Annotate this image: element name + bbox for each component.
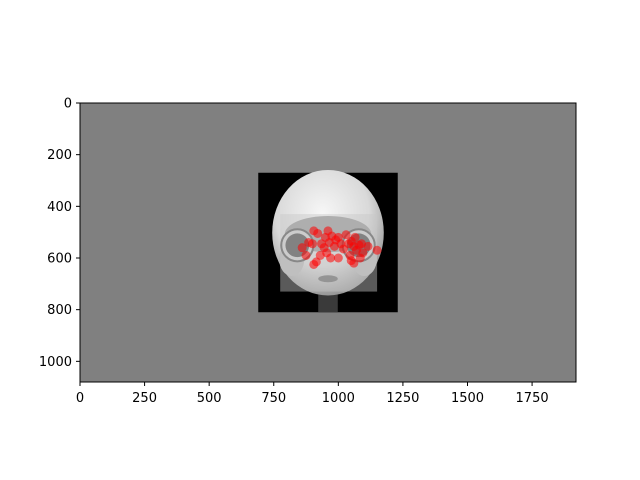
- data-point: [308, 239, 317, 249]
- data-point: [346, 256, 356, 266]
- data-point: [358, 248, 368, 258]
- y-tick-label: 0: [64, 97, 72, 112]
- data-point: [363, 241, 373, 251]
- data-point: [341, 230, 351, 240]
- data-point: [311, 257, 321, 267]
- x-tick-label: 250: [132, 391, 157, 406]
- y-tick-label: 200: [47, 148, 72, 163]
- robot-mouth: [318, 275, 338, 283]
- data-point: [372, 245, 382, 255]
- y-tick-label: 600: [47, 252, 72, 267]
- data-point: [297, 243, 307, 253]
- y-axis: 0 200 400 600 800 1000: [39, 97, 80, 370]
- robot-face-image: [258, 169, 398, 313]
- y-tick-label: 1000: [39, 355, 72, 370]
- data-point: [333, 253, 343, 263]
- x-tick-label: 750: [261, 391, 286, 406]
- x-tick-label: 500: [197, 391, 222, 406]
- data-point: [301, 250, 311, 260]
- data-point: [313, 228, 323, 238]
- x-tick-label: 1750: [516, 391, 549, 406]
- x-tick-label: 1000: [322, 391, 355, 406]
- data-point: [315, 250, 325, 260]
- gaze-points: [297, 226, 382, 269]
- x-tick-label: 1250: [386, 391, 419, 406]
- data-point: [350, 232, 360, 242]
- y-tick-label: 400: [47, 200, 72, 215]
- x-axis: 0 250 500 750 1000 1250 1500 1750: [76, 382, 549, 406]
- axes-frame: [79, 102, 577, 383]
- x-tick-label: 1500: [451, 391, 484, 406]
- data-point: [323, 226, 333, 236]
- data-point: [326, 253, 336, 263]
- y-tick-label: 800: [47, 303, 72, 318]
- x-tick-label: 0: [76, 391, 84, 406]
